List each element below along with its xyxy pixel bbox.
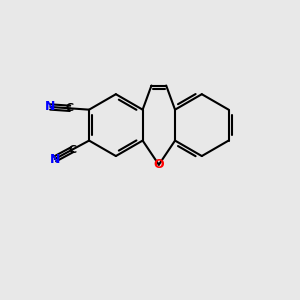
Text: C: C: [66, 103, 74, 113]
Text: C: C: [68, 145, 76, 155]
Text: N: N: [45, 100, 56, 113]
Text: O: O: [154, 158, 164, 171]
Text: N: N: [50, 152, 60, 166]
